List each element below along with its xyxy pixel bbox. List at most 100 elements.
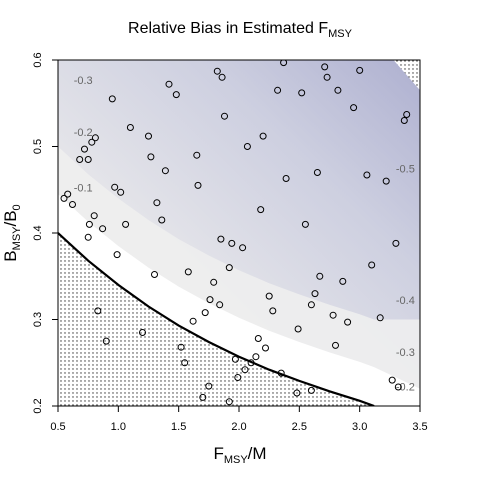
design-point (213, 67, 221, 75)
contour-surface: -0.3 -0.2 -0.1 -0.5 -0.4 -0.3 -0.2 (58, 60, 420, 406)
design-point (350, 104, 358, 112)
design-point (94, 307, 102, 315)
design-point (403, 111, 411, 118)
contour-label: -0.2 (396, 381, 415, 393)
infeasible-corner (393, 60, 420, 91)
design-point (257, 206, 265, 214)
design-point (91, 134, 99, 142)
design-point (76, 156, 84, 163)
x-tick-label: 1.0 (111, 421, 126, 433)
design-point (165, 80, 173, 88)
design-point (234, 374, 242, 381)
infeasible-region (58, 233, 375, 406)
design-point (252, 353, 260, 361)
contour-label: -0.2 (74, 127, 93, 139)
design-point (311, 290, 319, 298)
design-point (243, 143, 251, 150)
contour-label: -0.3 (396, 347, 415, 359)
design-point (84, 156, 92, 163)
design-point (339, 277, 347, 285)
design-point (64, 190, 72, 198)
design-point (147, 153, 155, 161)
design-point (216, 301, 224, 309)
design-point (382, 177, 390, 185)
design-point (262, 344, 269, 352)
design-point (84, 233, 92, 241)
x-tick-label: 3.5 (412, 421, 427, 433)
design-point (217, 235, 225, 243)
design-point (332, 341, 339, 349)
design-point (282, 175, 290, 182)
design-point (356, 66, 364, 74)
design-point (329, 311, 337, 319)
design-point (239, 244, 247, 252)
design-point (254, 335, 262, 342)
design-point (184, 268, 192, 276)
design-point (201, 309, 209, 317)
design-point (177, 343, 185, 351)
design-point (199, 393, 207, 401)
design-point (368, 261, 376, 269)
design-point (69, 201, 76, 208)
contour-band-low (58, 146, 420, 406)
contour-label: -0.4 (396, 295, 415, 307)
design-point (376, 314, 384, 322)
design-point (344, 318, 352, 326)
design-point (117, 188, 125, 196)
x-tick-label: 1.5 (171, 421, 186, 433)
design-point (228, 239, 236, 247)
design-point (321, 63, 329, 71)
design-point (316, 272, 324, 280)
design-point (193, 151, 201, 159)
design-point (225, 398, 233, 406)
design-point (392, 239, 400, 247)
design-point (225, 264, 233, 272)
y-axis-title: BMSY/B0 (1, 204, 23, 261)
y-axis: 0.2 0.3 0.4 0.5 0.6 (32, 52, 58, 414)
design-point (307, 386, 315, 394)
design-point (88, 138, 96, 146)
y-tick-label: 0.5 (32, 139, 44, 154)
design-point (394, 383, 402, 391)
design-point (161, 167, 169, 175)
contour-label: -0.3 (74, 75, 93, 87)
x-axis: 0.5 1.0 1.5 2.0 2.5 3.0 3.5 (50, 406, 428, 433)
design-point (301, 220, 309, 228)
design-point (298, 89, 306, 97)
design-point (294, 325, 302, 333)
design-point (334, 86, 342, 94)
design-point (81, 145, 88, 153)
design-point (108, 95, 116, 103)
boundary-curve (58, 232, 375, 406)
x-tick-label: 2.5 (292, 421, 307, 433)
y-tick-label: 0.3 (32, 312, 44, 327)
design-point (90, 212, 98, 220)
design-point (151, 271, 158, 278)
y-tick-label: 0.6 (32, 52, 44, 67)
design-points (60, 60, 411, 406)
design-point (181, 359, 189, 367)
design-point (172, 91, 180, 99)
design-point (218, 73, 226, 81)
design-point (280, 60, 288, 67)
design-point (363, 171, 371, 179)
design-point (122, 220, 130, 228)
contour-label: -0.1 (74, 183, 93, 195)
design-point (259, 132, 267, 140)
contour-labels: -0.3 -0.2 -0.1 -0.5 -0.4 -0.3 -0.2 (74, 75, 415, 393)
x-tick-label: 2.0 (231, 421, 246, 433)
contour-band-zero (58, 194, 420, 406)
design-point (102, 337, 110, 345)
design-point (85, 220, 93, 228)
design-point (189, 317, 197, 325)
design-point (388, 376, 396, 384)
design-point (145, 132, 152, 140)
design-point (307, 301, 315, 309)
design-point (313, 169, 321, 176)
x-tick-label: 3.0 (352, 421, 367, 433)
y-tick-label: 0.2 (32, 398, 44, 413)
y-tick-label: 0.4 (32, 225, 44, 240)
chart-title: Relative Bias in Estimated FMSY (128, 20, 353, 40)
